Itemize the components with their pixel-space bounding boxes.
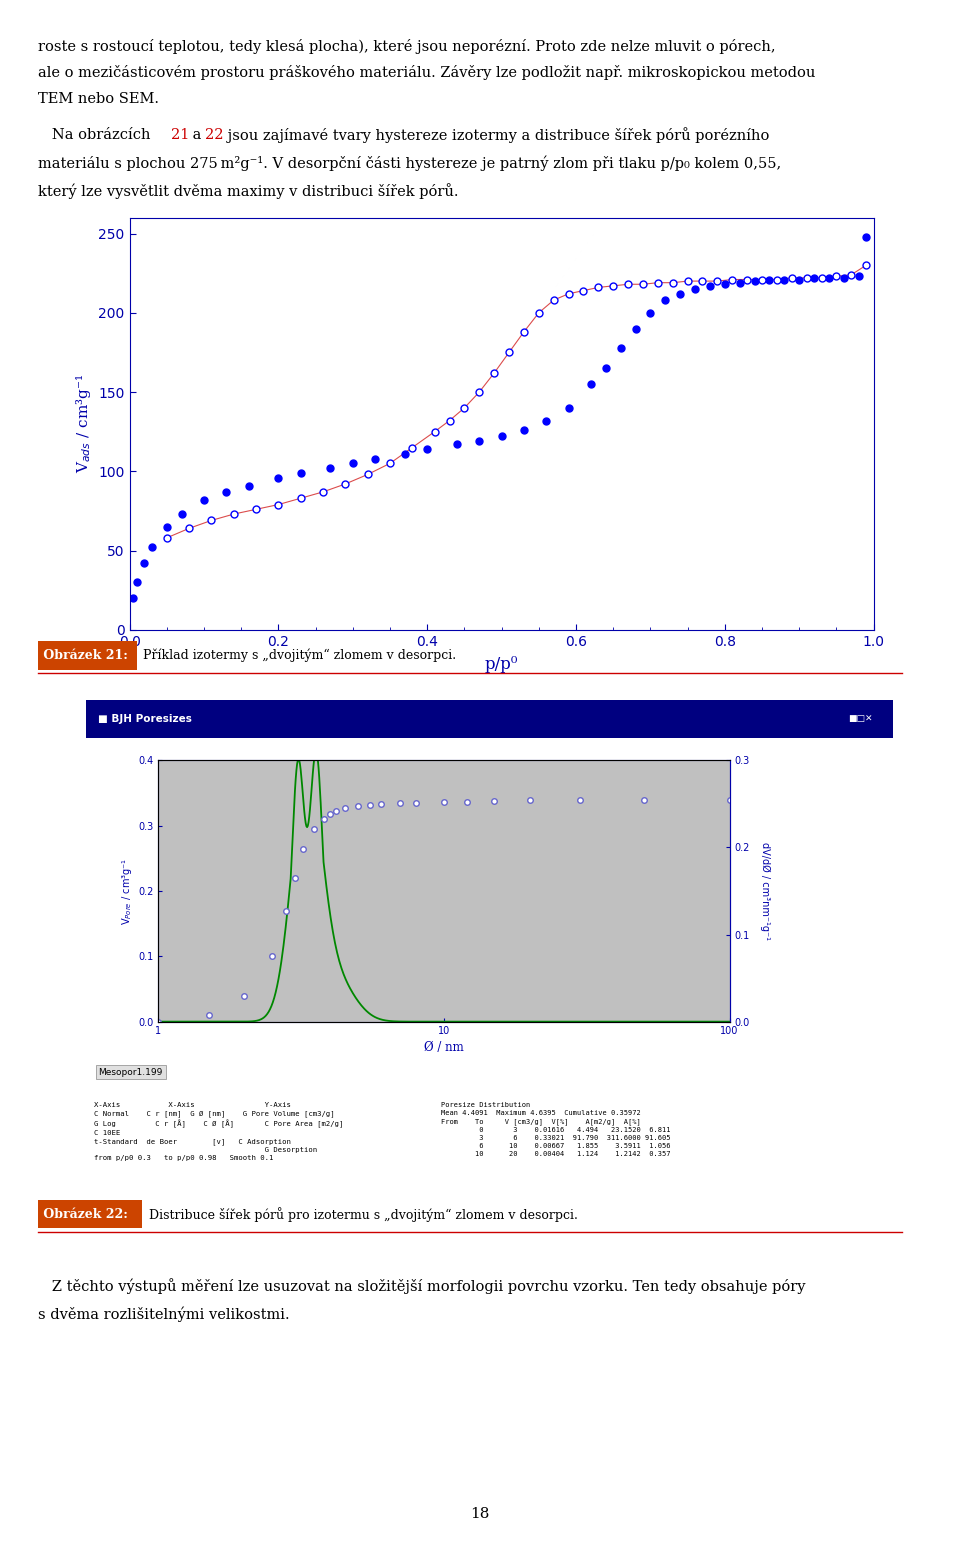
Y-axis label: dV/dØ / cm³nm⁻¹g⁻¹: dV/dØ / cm³nm⁻¹g⁻¹ [760,841,771,941]
Text: Příklad izotermy s „dvojitým“ zlomem v desorpci.: Příklad izotermy s „dvojitým“ zlomem v d… [143,648,456,662]
Text: s dvěma rozlišitelnými velikostmi.: s dvěma rozlišitelnými velikostmi. [38,1306,290,1322]
Text: roste s rostoucí teplotou, tedy klesá plocha), které jsou neporézní. Proto zde n: roste s rostoucí teplotou, tedy klesá pl… [38,39,776,54]
Text: ale o mezičásticovém prostoru práškového materiálu. Závěry lze podložit např. mi: ale o mezičásticovém prostoru práškového… [38,65,816,81]
Text: materiálu s plochou 275 m²g⁻¹. V desorpční části hystereze je patrný zlom při tl: materiálu s plochou 275 m²g⁻¹. V desorpč… [38,156,781,171]
Text: X-Axis           X-Axis                Y-Axis
C Normal    C r [nm]  G Ø [nm]    : X-Axis X-Axis Y-Axis C Normal C r [nm] G… [94,1102,344,1160]
Text: Z těchto výstupů měření lze usuzovat na složitější morfologii povrchu vzorku. Te: Z těchto výstupů měření lze usuzovat na … [38,1278,805,1294]
X-axis label: Ø / nm: Ø / nm [424,1040,464,1054]
Text: který lze vysvětlit dvěma maximy v distribuci šířek pórů.: který lze vysvětlit dvěma maximy v distr… [38,183,459,199]
Text: a: a [188,128,206,142]
Text: Obrázek 22:: Obrázek 22: [39,1208,132,1221]
Text: jsou zajímavé tvary hystereze izotermy a distribuce šířek pórů porézního: jsou zajímavé tvary hystereze izotermy a… [223,128,769,143]
Text: ■□✕: ■□✕ [848,714,873,723]
Text: Mesopor1.199: Mesopor1.199 [99,1068,163,1076]
Text: TEM nebo SEM.: TEM nebo SEM. [38,92,159,106]
Text: 18: 18 [470,1507,490,1521]
Text: Poresize Distribution
Mean 4.4091  Maximum 4.6395  Cumulative 0.35972
From    To: Poresize Distribution Mean 4.4091 Maximu… [442,1102,671,1157]
Text: 22: 22 [205,128,224,142]
Text: Obrázek 21:: Obrázek 21: [39,648,132,662]
X-axis label: p/p⁰: p/p⁰ [485,656,518,673]
Y-axis label: V$_{Pore}$ / cm³g⁻¹: V$_{Pore}$ / cm³g⁻¹ [120,857,134,925]
Text: Na obrázcích: Na obrázcích [38,128,156,142]
Y-axis label: V$_{ads}$ / cm³g⁻¹: V$_{ads}$ / cm³g⁻¹ [74,375,93,473]
Text: Distribuce šířek pórů pro izotermu s „dvojitým“ zlomem v desorpci.: Distribuce šířek pórů pro izotermu s „dv… [149,1207,578,1222]
FancyBboxPatch shape [86,700,893,739]
Text: ■ BJH Poresizes: ■ BJH Poresizes [99,714,192,723]
Text: 21: 21 [171,128,189,142]
